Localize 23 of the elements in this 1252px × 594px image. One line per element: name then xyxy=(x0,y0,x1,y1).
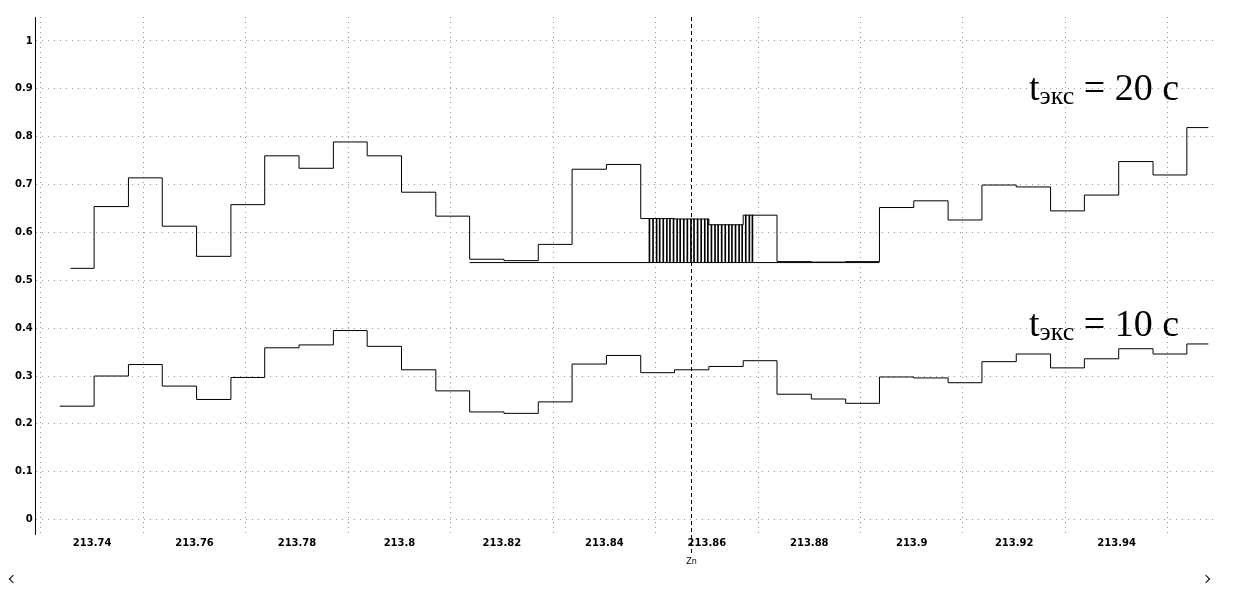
y-tick-label: 0.7 xyxy=(15,178,33,190)
x-tick-label: 213.86 xyxy=(687,536,727,548)
x-tick-label: 213.76 xyxy=(175,536,214,548)
y-tick-label: 0.8 xyxy=(15,130,33,142)
y-tick-label: 0.9 xyxy=(15,82,33,94)
y-tick-label: 1 xyxy=(25,34,33,46)
x-tick-label: 213.78 xyxy=(277,536,317,548)
y-tick-label: 0.5 xyxy=(15,273,33,285)
x-tick-label: 213.88 xyxy=(789,536,829,548)
y-tick-label: 0.2 xyxy=(15,417,33,429)
x-tick-label: 213.94 xyxy=(1097,536,1136,548)
ref-line-label: Zn xyxy=(686,557,697,567)
x-tick-label: 213.92 xyxy=(994,536,1034,548)
x-tick-label: 213.74 xyxy=(72,536,112,548)
y-tick-label: 0.3 xyxy=(15,369,33,381)
x-tick-label: 213.84 xyxy=(585,536,624,548)
y-tick-label: 0.1 xyxy=(15,465,33,477)
y-tick-label: 0.6 xyxy=(15,226,33,238)
x-tick-label: 213.82 xyxy=(482,536,522,548)
x-tick-label: 213.9 xyxy=(895,536,928,548)
x-tick-label: 213.8 xyxy=(383,536,416,548)
y-tick-label: 0.4 xyxy=(15,321,33,333)
y-tick-label: 0 xyxy=(25,513,33,525)
